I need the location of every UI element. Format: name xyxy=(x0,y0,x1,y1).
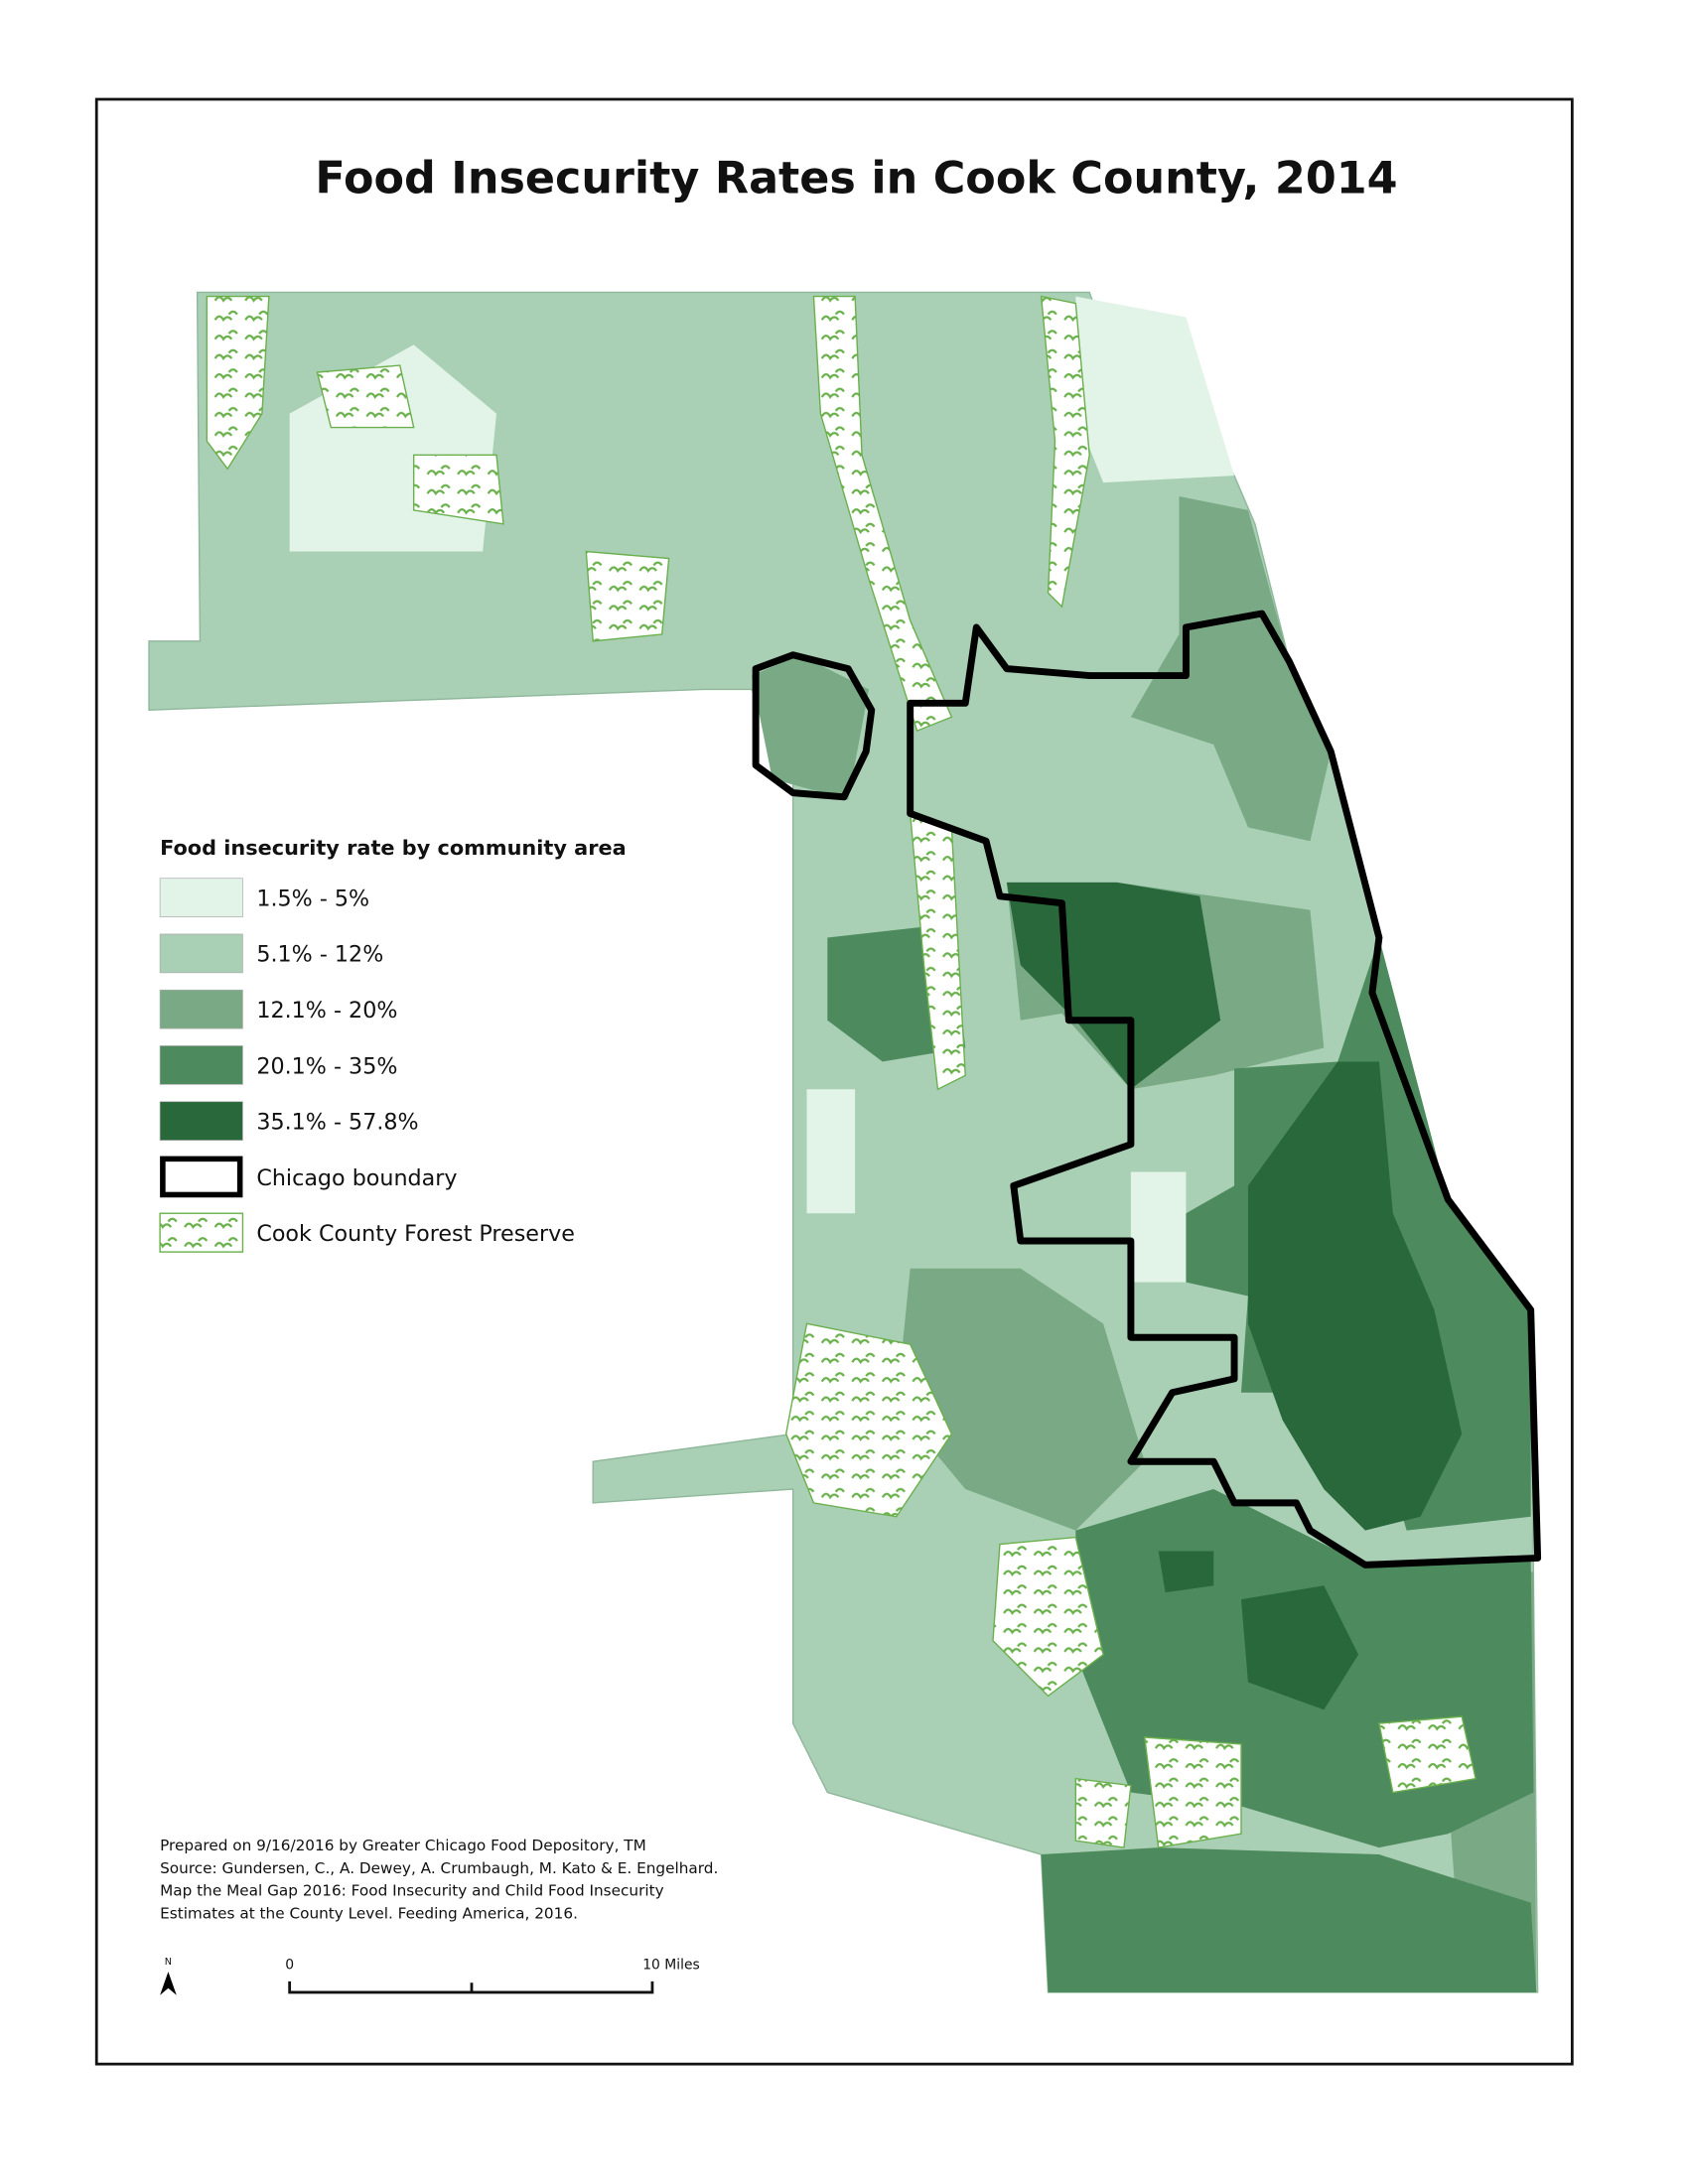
forest-preserve xyxy=(1040,295,1090,609)
forest-preserve xyxy=(412,454,504,525)
legend-swatch xyxy=(159,878,243,917)
legend-label: 12.1% - 20% xyxy=(256,998,397,1024)
legend-swatch xyxy=(160,1156,243,1198)
credits: Prepared on 9/16/2016 by Greater Chicago… xyxy=(160,1837,718,1923)
north-arrow: N xyxy=(160,1957,177,1995)
scale-start: 0 xyxy=(285,1957,294,1973)
forest-preserve xyxy=(585,550,670,642)
map-area xyxy=(148,291,1542,1993)
credit-line: Source: Gundersen, C., A. Dewey, A. Crum… xyxy=(160,1859,718,1877)
zone-highest xyxy=(1006,882,1221,1090)
zone-highest xyxy=(1241,1585,1359,1710)
north-symbol xyxy=(160,1972,177,1995)
forest-preserve xyxy=(1074,1777,1132,1848)
forest-preserve xyxy=(316,364,415,429)
legend-label: 5.1% - 12% xyxy=(256,942,383,968)
credit-line: Prepared on 9/16/2016 by Greater Chicago… xyxy=(160,1837,646,1854)
forest-preserve xyxy=(1143,1736,1242,1848)
legend-swatch xyxy=(159,989,243,1029)
zone-mid xyxy=(1130,496,1332,842)
legend-swatch xyxy=(159,1212,244,1253)
scale-bar-line xyxy=(288,1980,654,1994)
map-title: Food Insecurity Rates in Cook County, 20… xyxy=(315,153,1397,204)
scale-end: 10 Miles xyxy=(642,1957,700,1973)
legend: Food insecurity rate by community area 1… xyxy=(159,836,627,1253)
zone-highest xyxy=(1158,1551,1214,1593)
chicago-outline xyxy=(907,610,1542,1569)
forest-preserve xyxy=(992,1536,1104,1698)
forest-preserve xyxy=(1378,1715,1477,1794)
forest-preserve xyxy=(784,1322,953,1518)
forest-preserve xyxy=(812,295,953,733)
zone-high xyxy=(1041,1847,1537,1992)
zone-mid xyxy=(751,654,869,800)
zone-highest xyxy=(1247,1061,1463,1531)
zone-mid xyxy=(896,1268,1145,1531)
ohare-outline xyxy=(752,651,876,801)
legend-swatch xyxy=(159,1101,243,1141)
legend-label: 20.1% - 35% xyxy=(256,1053,397,1079)
scale-bar: 0 10 Miles xyxy=(285,1957,700,1994)
legend-label: 35.1% - 57.8% xyxy=(256,1110,418,1136)
forest-preserve xyxy=(206,295,270,471)
credit-line: Estimates at the County Level. Feeding A… xyxy=(160,1905,578,1923)
legend-label: 1.5% - 5% xyxy=(256,886,369,911)
zone-low xyxy=(1075,296,1235,483)
legend-label: Chicago boundary xyxy=(256,1165,457,1191)
north-label: N xyxy=(165,1957,172,1968)
legend-title: Food insecurity rate by community area xyxy=(160,836,627,860)
chicago-boundary xyxy=(752,610,1542,1569)
forest-preserves xyxy=(206,295,1477,1848)
credit-line: Map the Meal Gap 2016: Food Insecurity a… xyxy=(160,1882,664,1900)
legend-swatch xyxy=(159,1045,243,1085)
legend-swatch xyxy=(159,933,243,974)
legend-label: Cook County Forest Preserve xyxy=(256,1221,575,1247)
zone-low xyxy=(1130,1171,1187,1283)
zone-low xyxy=(806,1089,856,1214)
